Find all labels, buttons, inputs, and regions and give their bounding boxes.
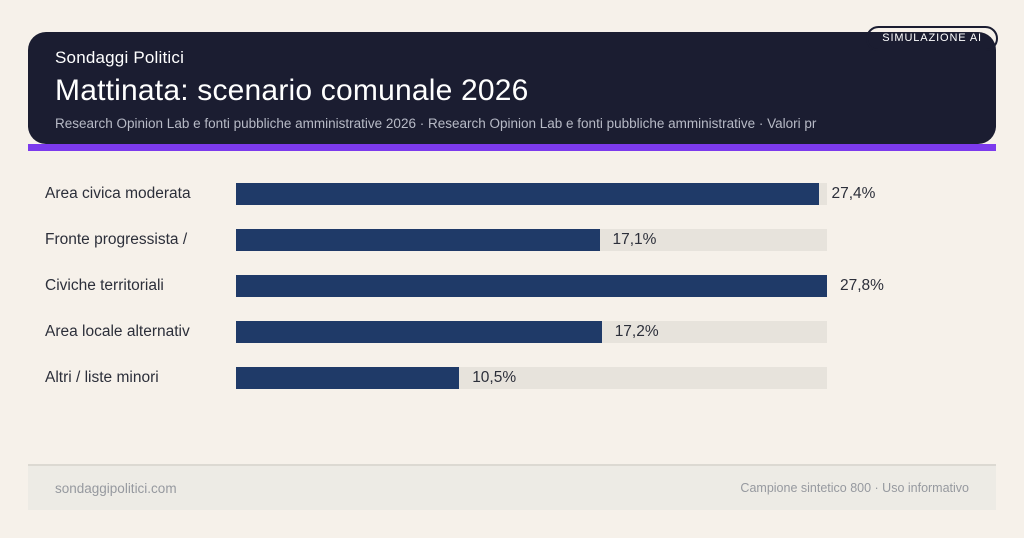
bar-chart: Area civica moderata 27,4% Fronte progress… (0, 183, 1024, 413)
bar-value-label: 10,5% (472, 369, 517, 386)
footer-website: sondaggipolitici.com (55, 480, 177, 496)
bar-track: 10,5% (236, 367, 827, 389)
bar-value-label: 27,8% (840, 277, 884, 294)
chart-row: Civiche territoriali 27,8% (0, 275, 1024, 297)
simulation-ai-badge: SIMULAZIONE AI (866, 26, 998, 51)
bar-value-label: 17,2% (614, 323, 659, 340)
bar-value-label: 27,4% (831, 185, 876, 202)
bar (236, 183, 819, 205)
brand-kicker: Sondaggi Politici (55, 48, 185, 67)
bar-category-label: Civiche territoriali (45, 277, 164, 294)
footer-bar: sondaggipolitici.com Campione sintetico … (28, 464, 996, 510)
chart-row: Area civica moderata 27,4% (0, 183, 1024, 205)
bar-category-label: Fronte progressista / (45, 231, 188, 248)
bar-category-label: Area locale alternativ (45, 323, 190, 340)
chart-row: Fronte progressista / 17,1% (0, 229, 1024, 251)
accent-divider (28, 144, 996, 151)
source-subtitle: Research Opinion Lab e fonti pubbliche a… (55, 116, 817, 132)
footer-sample-note: Campione sintetico 800 · Uso informativo (740, 481, 969, 495)
chart-row: Area locale alternativ 17,2% (0, 321, 1024, 343)
bar-category-label: Area civica moderata (45, 185, 191, 202)
bar-value-label: 17,1% (612, 231, 657, 248)
bar-track: 17,2% (236, 321, 827, 343)
header-card: Sondaggi Politici Mattinata: scenario co… (28, 32, 996, 144)
chart-row: Altri / liste minori 10,5% (0, 367, 1024, 389)
bar (236, 367, 460, 389)
page-title: Mattinata: scenario comunale 2026 (55, 73, 529, 107)
bar (236, 275, 827, 297)
bar-track: 27,8% (236, 275, 884, 297)
bar (236, 229, 600, 251)
bar-category-label: Altri / liste minori (45, 369, 159, 386)
bar-track: 17,1% (236, 229, 827, 251)
bar-track: 27,4% (236, 183, 875, 205)
bar (236, 321, 602, 343)
